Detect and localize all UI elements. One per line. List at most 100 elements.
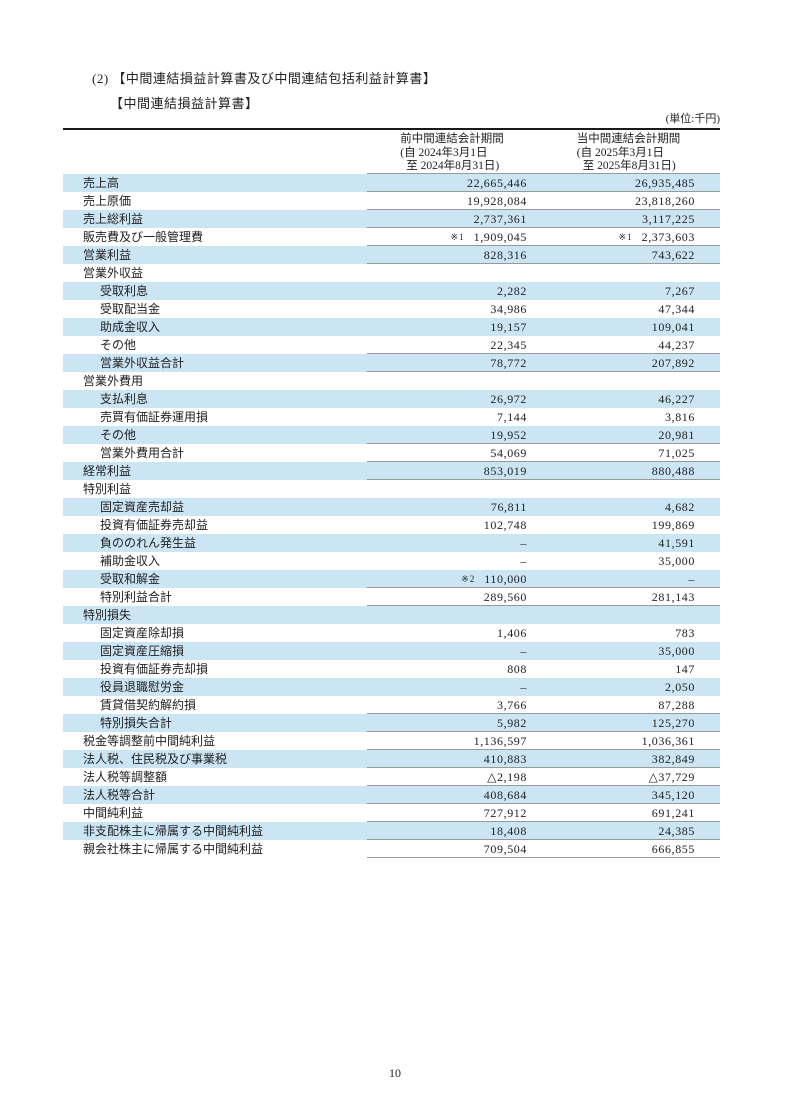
- amount: 1,036,361: [641, 734, 695, 748]
- amount: 19,952: [490, 428, 527, 442]
- row-values: △2,198 △37,729: [367, 768, 720, 786]
- amount: 1,406: [497, 626, 527, 640]
- current-period-value: 109,041: [537, 318, 720, 336]
- amount: 110,000: [484, 572, 527, 586]
- table-row: 売上原価 19,928,084 23,818,260: [63, 192, 720, 210]
- current-period-value: 35,000: [537, 642, 720, 660]
- prior-period-value: 76,811: [367, 498, 537, 516]
- amount: –: [520, 644, 527, 658]
- table-row: 営業利益 828,316 743,622: [63, 246, 720, 264]
- row-label: 法人税等調整額: [83, 770, 168, 784]
- column-header-prior-period: 前中間連結会計期間 (自 2024年3月1日 至 2024年8月31日): [367, 133, 537, 174]
- prior-period-value: 727,912: [367, 804, 537, 822]
- current-period-value: 382,849: [537, 750, 720, 768]
- row-label: 非支配株主に帰属する中間純利益: [83, 824, 264, 838]
- table-row: 法人税等合計 408,684 345,120: [63, 786, 720, 804]
- row-label: 営業利益: [83, 248, 132, 262]
- prior-period-value: ※1 1,909,045: [367, 228, 537, 246]
- footnote-marker: ※1: [450, 232, 465, 242]
- table-row: 特別損失合計 5,982 125,270: [63, 714, 720, 732]
- row-values: 3,766 87,288: [367, 696, 720, 714]
- table-row: 営業外収益合計 78,772 207,892: [63, 354, 720, 372]
- amount: 34,986: [490, 302, 527, 316]
- row-values: 7,144 3,816: [367, 408, 720, 426]
- row-label: その他: [100, 428, 137, 442]
- table-row: その他 19,952 20,981: [63, 426, 720, 444]
- row-label: 営業外収益合計: [100, 356, 185, 370]
- row-values: 828,316 743,622: [367, 246, 720, 264]
- current-period-value: 125,270: [537, 714, 720, 732]
- table-row: 販売費及び一般管理費 ※1 1,909,045 ※1 2,373,603: [63, 228, 720, 246]
- current-period-value: [537, 480, 720, 498]
- current-period-value: 880,488: [537, 462, 720, 480]
- current-period-value: 26,935,485: [537, 174, 720, 192]
- row-values: – 35,000: [367, 552, 720, 570]
- row-label: 特別損失: [83, 608, 132, 622]
- row-values: 1,406 783: [367, 624, 720, 642]
- row-values: 2,282 7,267: [367, 282, 720, 300]
- row-values: 408,684 345,120: [367, 786, 720, 804]
- row-values: 34,986 47,344: [367, 300, 720, 318]
- row-label: 助成金収入: [100, 320, 161, 334]
- current-period-value: [537, 372, 720, 390]
- amount: 46,227: [658, 392, 695, 406]
- current-period-value: △37,729: [537, 768, 720, 786]
- row-values: ※2 110,000 –: [367, 570, 720, 588]
- amount: –: [688, 572, 695, 586]
- current-period-value: 147: [537, 660, 720, 678]
- page-number: 10: [389, 1066, 401, 1080]
- amount: 743,622: [651, 248, 695, 262]
- statement-title: 【中間連結損益計算書】: [110, 96, 259, 111]
- table-row: 特別損失: [63, 606, 720, 624]
- prior-period-value: 102,748: [367, 516, 537, 534]
- amount: 23,818,260: [635, 194, 695, 208]
- amount: 3,766: [497, 698, 527, 712]
- current-period-value: 23,818,260: [537, 192, 720, 210]
- current-period-value: 743,622: [537, 246, 720, 264]
- amount: 18,408: [490, 824, 527, 838]
- amount: 26,935,485: [635, 176, 695, 190]
- amount: 1,136,597: [473, 734, 527, 748]
- prior-period-value: [367, 480, 537, 498]
- amount: –: [520, 680, 527, 694]
- amount: 808: [507, 662, 527, 676]
- row-values: [367, 606, 720, 624]
- current-period-value: 3,816: [537, 408, 720, 426]
- prior-period-value: 410,883: [367, 750, 537, 768]
- row-values: 2,737,361 3,117,225: [367, 210, 720, 228]
- row-values: ※1 1,909,045 ※1 2,373,603: [367, 228, 720, 246]
- current-period-value: 3,117,225: [537, 210, 720, 228]
- prior-period-value: –: [367, 678, 537, 696]
- table-row: 売上総利益 2,737,361 3,117,225: [63, 210, 720, 228]
- table-row: 固定資産圧縮損 – 35,000: [63, 642, 720, 660]
- row-values: 18,408 24,385: [367, 822, 720, 840]
- amount: 5,982: [497, 716, 527, 730]
- section-title: (2) 【中間連結損益計算書及び中間連結包括利益計算書】: [92, 71, 437, 86]
- column-header-current-period: 当中間連結会計期間 (自 2025年3月1日 至 2025年8月31日): [537, 133, 720, 174]
- amount: 4,682: [665, 500, 695, 514]
- prior-period-value: 18,408: [367, 822, 537, 840]
- row-values: 727,912 691,241: [367, 804, 720, 822]
- amount: 35,000: [658, 554, 695, 568]
- row-values: 289,560 281,143: [367, 588, 720, 606]
- amount: 207,892: [651, 356, 695, 370]
- amount: 147: [675, 662, 695, 676]
- amount: 1,909,045: [473, 230, 527, 244]
- table-row: 助成金収入 19,157 109,041: [63, 318, 720, 336]
- current-period-value: [537, 606, 720, 624]
- prior-period-value: 1,136,597: [367, 732, 537, 750]
- row-values: 808 147: [367, 660, 720, 678]
- current-period-value: ※1 2,373,603: [537, 228, 720, 246]
- current-period-value: [537, 264, 720, 282]
- row-label: 法人税等合計: [83, 788, 156, 802]
- prior-period-value: –: [367, 642, 537, 660]
- prior-period-value: △2,198: [367, 768, 537, 786]
- prior-period-value: 828,316: [367, 246, 537, 264]
- row-values: 22,345 44,237: [367, 336, 720, 354]
- row-label: 特別損失合計: [100, 716, 173, 730]
- amount: 709,504: [483, 842, 527, 856]
- prior-period-value: 709,504: [367, 840, 537, 858]
- row-label: 税金等調整前中間純利益: [83, 734, 216, 748]
- prior-period-value: [367, 264, 537, 282]
- current-period-value: –: [537, 570, 720, 588]
